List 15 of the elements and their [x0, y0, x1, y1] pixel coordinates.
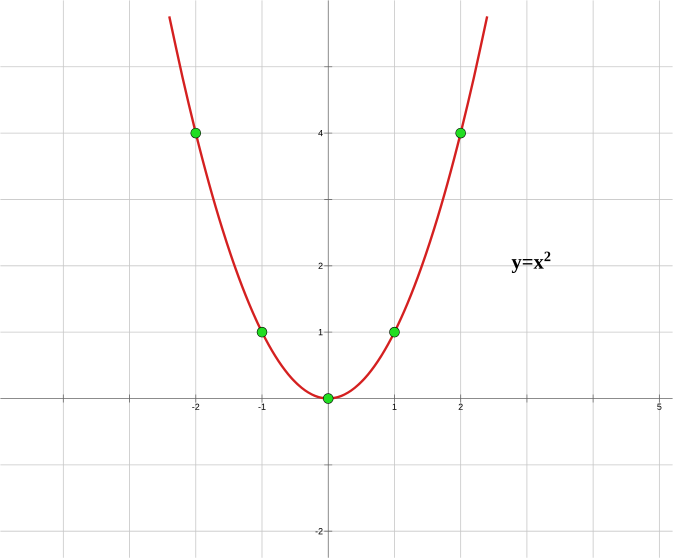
- y-tick-label: -2: [315, 528, 323, 534]
- annotation: y=x$^{2}$: [512, 252, 550, 273]
- x-tick-label: -1: [258, 404, 266, 410]
- point: [455, 128, 466, 138]
- x-tick-label: 5: [657, 404, 662, 410]
- y-tick-label: 4: [318, 130, 323, 136]
- x-tick-label: 1: [392, 404, 397, 410]
- point: [190, 128, 202, 138]
- point: [256, 326, 268, 338]
- point: [322, 393, 334, 404]
- x-tick-label: -2: [192, 404, 200, 410]
- point: [389, 326, 400, 338]
- y-tick-label: 1: [318, 328, 323, 336]
- x-tick-label: 2: [458, 404, 463, 410]
- y-tick-label: 2: [318, 262, 323, 269]
